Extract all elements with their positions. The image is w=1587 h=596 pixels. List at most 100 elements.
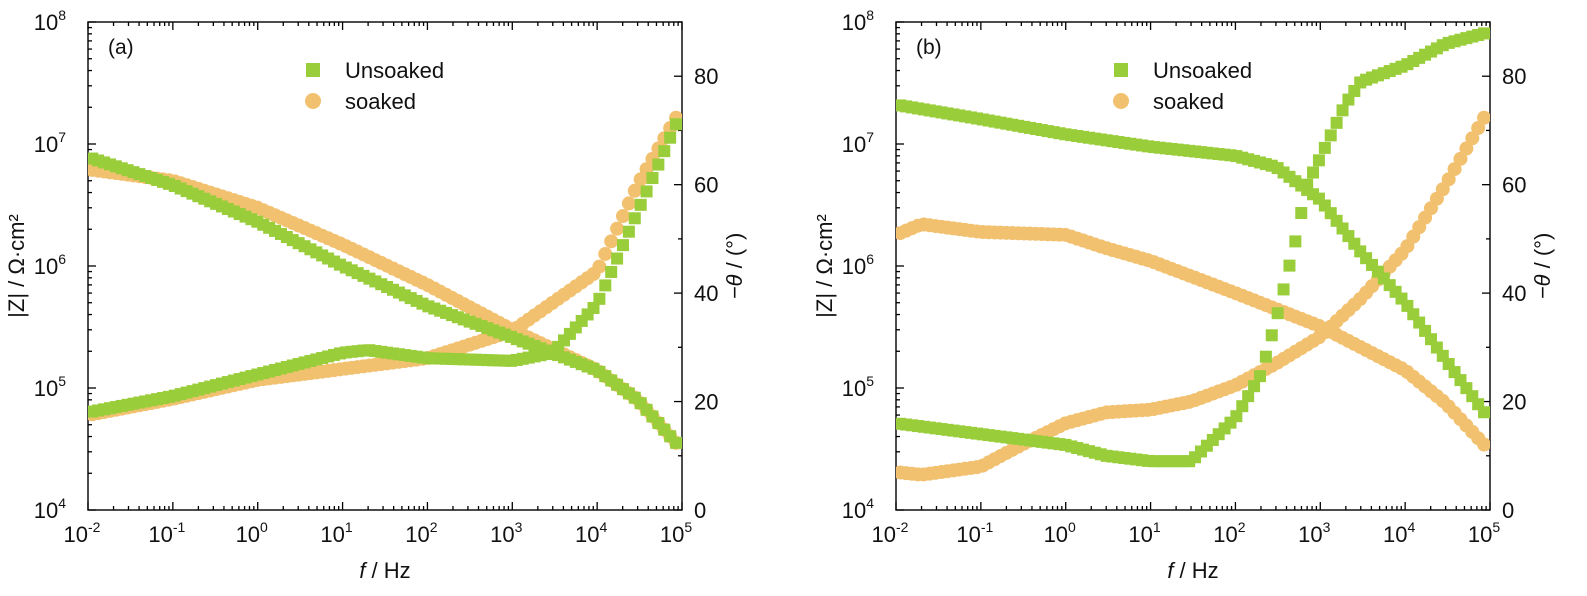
y-right-tick-label: 0 <box>1502 498 1514 523</box>
marker-unsoaked <box>1324 129 1337 142</box>
marker-unsoaked <box>593 292 606 305</box>
x-tick-label: 102 <box>405 519 437 547</box>
y-right-tick-label: 80 <box>694 64 718 89</box>
x-tick-label: 104 <box>575 519 607 547</box>
marker-unsoaked <box>1336 104 1349 117</box>
legend-label: soaked <box>1153 89 1224 114</box>
y-left-tick-label: 106 <box>34 251 66 279</box>
marker-unsoaked <box>1478 27 1490 40</box>
x-axis-label: f / Hz <box>359 558 410 583</box>
x-tick-label: 103 <box>490 519 522 547</box>
y-left-tick-label: 108 <box>34 7 66 35</box>
marker-unsoaked <box>658 145 671 158</box>
x-tick-label: 101 <box>320 519 352 547</box>
x-tick-label: 10-1 <box>148 519 185 547</box>
marker-unsoaked <box>611 252 624 265</box>
y-right-axis-label: −θ / (°) <box>722 233 747 300</box>
x-tick-label: 105 <box>1468 519 1500 547</box>
marker-unsoaked <box>1330 116 1343 129</box>
x-tick-label: 10-1 <box>956 519 993 547</box>
marker-unsoaked <box>622 225 635 238</box>
y-right-tick-label: 40 <box>694 281 718 306</box>
panel-b-chart: 10-2 10-1 100 101 102 103 104 105 104 105 106 107 10… <box>812 7 1555 583</box>
legend-marker-unsoaked <box>306 63 320 77</box>
y-right-tick-label: 60 <box>1502 173 1526 198</box>
marker-soaked <box>615 209 630 224</box>
x-tick-label: 10-2 <box>872 519 909 547</box>
y-right-tick-label: 60 <box>694 173 718 198</box>
x-tick-label: 101 <box>1128 519 1160 547</box>
y-right-tick-label: 20 <box>1502 390 1526 415</box>
marker-unsoaked <box>1307 166 1320 179</box>
x-tick-label: 10-2 <box>64 519 101 547</box>
marker-unsoaked <box>1259 350 1272 363</box>
panel-label: (b) <box>916 36 942 59</box>
legend-label: Unsoaked <box>1153 58 1252 83</box>
legend-marker-soaked <box>1113 93 1129 109</box>
marker-soaked <box>621 196 636 211</box>
marker-unsoaked <box>1265 329 1278 342</box>
y-left-axis-label: |Z| / Ω·cm² <box>812 214 837 318</box>
panel-label: (a) <box>108 36 134 59</box>
marker-unsoaked <box>599 279 612 292</box>
marker-soaked <box>1477 437 1490 452</box>
marker-soaked <box>592 259 607 274</box>
marker-unsoaked <box>1289 235 1302 248</box>
marker-unsoaked <box>670 436 682 449</box>
y-left-axis-label: |Z| / Ω·cm² <box>4 214 29 318</box>
y-left-tick-label: 104 <box>34 495 66 523</box>
x-tick-label: 105 <box>660 519 692 547</box>
marker-soaked <box>1477 110 1490 125</box>
marker-unsoaked <box>664 131 677 144</box>
marker-unsoaked <box>1295 207 1308 220</box>
marker-unsoaked <box>1248 380 1261 393</box>
y-left-tick-label: 105 <box>34 373 66 401</box>
y-right-tick-label: 40 <box>1502 281 1526 306</box>
marker-unsoaked <box>1301 178 1314 191</box>
marker-unsoaked <box>634 198 647 211</box>
panel-a-chart: 10-2 10-1 100 101 102 103 104 105 104 105 106 107 10… <box>4 7 747 583</box>
marker-unsoaked <box>1253 370 1266 383</box>
y-left-tick-label: 107 <box>842 129 874 157</box>
marker-soaked <box>598 246 613 261</box>
marker-unsoaked <box>628 212 641 225</box>
marker-soaked <box>604 234 619 249</box>
marker-unsoaked <box>1318 141 1331 154</box>
marker-soaked <box>1459 141 1474 156</box>
marker-soaked <box>1441 172 1456 187</box>
legend-marker-soaked <box>305 93 321 109</box>
marker-unsoaked <box>1230 410 1243 423</box>
marker-soaked <box>1471 121 1486 136</box>
legend-marker-unsoaked <box>1114 63 1128 77</box>
x-tick-label: 100 <box>236 519 268 547</box>
marker-unsoaked <box>646 171 659 184</box>
marker-unsoaked <box>670 118 682 131</box>
marker-soaked <box>627 183 642 198</box>
marker-unsoaked <box>640 185 653 198</box>
marker-unsoaked <box>616 239 629 252</box>
marker-soaked <box>610 221 625 236</box>
legend-label: soaked <box>345 89 416 114</box>
marker-unsoaked <box>587 301 600 314</box>
y-left-tick-label: 104 <box>842 495 874 523</box>
y-right-axis-label: −θ / (°) <box>1530 233 1555 300</box>
marker-unsoaked <box>1277 283 1290 296</box>
marker-unsoaked <box>1242 390 1255 403</box>
x-tick-label: 100 <box>1044 519 1076 547</box>
marker-soaked <box>1465 131 1480 146</box>
y-left-tick-label: 108 <box>842 7 874 35</box>
data-markers <box>88 110 682 450</box>
y-right-tick-label: 20 <box>694 390 718 415</box>
marker-soaked <box>1447 162 1462 177</box>
marker-unsoaked <box>1312 154 1325 167</box>
x-tick-label: 103 <box>1298 519 1330 547</box>
y-right-tick-label: 0 <box>694 498 706 523</box>
y-left-tick-label: 105 <box>842 373 874 401</box>
data-markers <box>896 27 1490 482</box>
y-left-tick-label: 107 <box>34 129 66 157</box>
marker-soaked <box>1453 151 1468 166</box>
marker-unsoaked <box>605 265 618 278</box>
marker-unsoaked <box>1236 400 1249 413</box>
legend-label: Unsoaked <box>345 58 444 83</box>
